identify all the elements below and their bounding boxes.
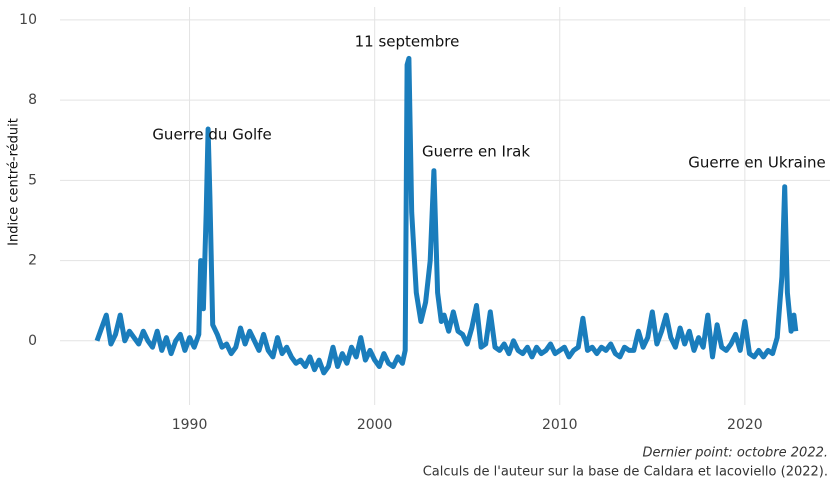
x-tick-label: 2000	[357, 417, 393, 433]
y-tick-label: 0	[28, 333, 37, 349]
y-tick-label: 8	[28, 92, 37, 108]
annotation: Guerre en Ukraine	[688, 154, 826, 172]
y-tick-label: 5	[28, 172, 37, 188]
y-tick-label: 10	[19, 12, 37, 28]
caption: Dernier point: octobre 2022.	[643, 446, 828, 461]
caption: Calculs de l'auteur sur la base de Calda…	[423, 465, 828, 480]
x-tick-label: 2020	[727, 417, 763, 433]
x-tick-label: 2010	[542, 417, 578, 433]
y-axis-label: Indice centré-réduit	[7, 118, 22, 246]
annotation: 11 septembre	[355, 33, 460, 51]
annotation: Guerre en Irak	[422, 143, 530, 161]
annotation: Guerre du Golfe	[152, 126, 271, 144]
y-tick-label: 2	[28, 253, 37, 269]
x-tick-label: 1990	[172, 417, 208, 433]
data-line	[94, 55, 799, 376]
